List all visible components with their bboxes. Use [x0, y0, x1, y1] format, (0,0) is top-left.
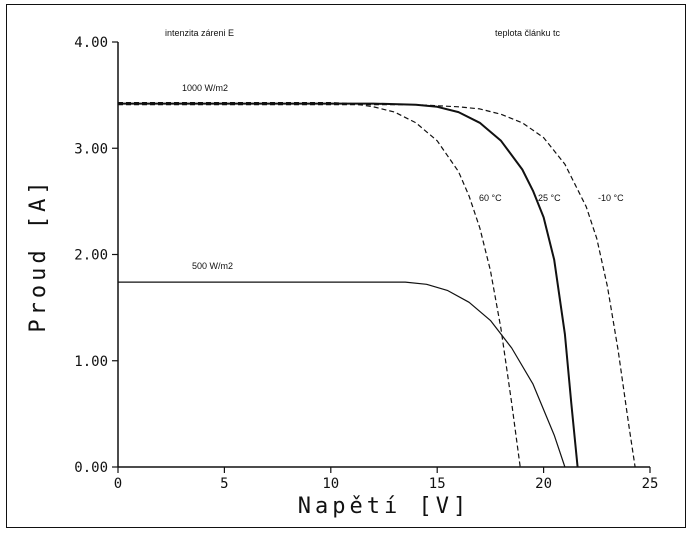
y-tick-label: 3.00 [74, 141, 108, 157]
series-line [118, 102, 521, 468]
y-tick-label: 1.00 [74, 354, 108, 370]
label-60c: 60 °C [479, 193, 502, 203]
label-25c: 25 °C [538, 193, 561, 203]
x-tick-label: 25 [642, 476, 659, 492]
x-tick-label: 20 [535, 476, 552, 492]
x-tick-label: 0 [114, 476, 122, 492]
x-tick-label: 10 [322, 476, 339, 492]
axis-ticks: 0 5 10 15 20 25 0.00 1.00 2.00 3.00 4.00 [74, 35, 658, 492]
y-axis-title: Proud [A] [26, 177, 51, 332]
x-tick-label: 15 [429, 476, 446, 492]
chart-frame: 0 5 10 15 20 25 0.00 1.00 2.00 3.00 4.00 intenzita… [6, 4, 686, 528]
iv-curve-chart: 0 5 10 15 20 25 0.00 1.00 2.00 3.00 4.00 intenzita… [26, 28, 658, 519]
x-axis-title: Napětí [V] [298, 494, 470, 519]
series-line [118, 281, 566, 468]
label-1000-wm2: 1000 W/m2 [182, 83, 228, 93]
series-line [118, 104, 636, 468]
temperature-header: teplota článku tc [495, 28, 561, 38]
label-minus10c: -10 °C [598, 193, 624, 203]
label-500-wm2: 500 W/m2 [192, 261, 233, 271]
series-curves [118, 102, 636, 468]
series-line [118, 102, 579, 468]
y-tick-label: 2.00 [74, 248, 108, 264]
y-tick-label: 4.00 [74, 35, 108, 51]
y-tick-label: 0.00 [74, 460, 108, 476]
x-tick-label: 5 [220, 476, 228, 492]
irradiance-header: intenzita záreni E [165, 28, 234, 38]
